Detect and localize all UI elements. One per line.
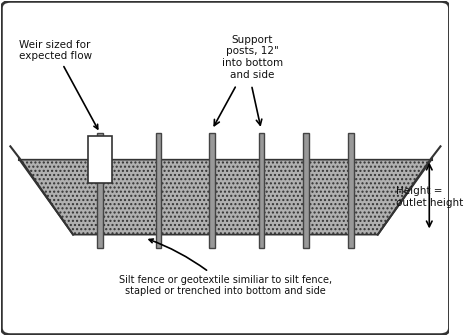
FancyBboxPatch shape <box>1 1 449 335</box>
Text: Height =
outlet height: Height = outlet height <box>396 186 463 208</box>
Polygon shape <box>19 160 431 235</box>
Text: Silt fence or geotextile similiar to silt fence,
stapled or trenched into bottom: Silt fence or geotextile similiar to sil… <box>119 239 332 296</box>
Bar <box>155 133 161 248</box>
Bar <box>88 136 112 183</box>
Bar <box>210 133 215 248</box>
Text: Support
posts, 12"
into bottom
and side: Support posts, 12" into bottom and side <box>222 35 283 80</box>
Bar <box>259 133 264 248</box>
Bar <box>97 133 103 248</box>
Bar <box>348 133 354 248</box>
Text: Weir sized for
expected flow: Weir sized for expected flow <box>18 40 98 129</box>
Bar <box>303 133 309 248</box>
